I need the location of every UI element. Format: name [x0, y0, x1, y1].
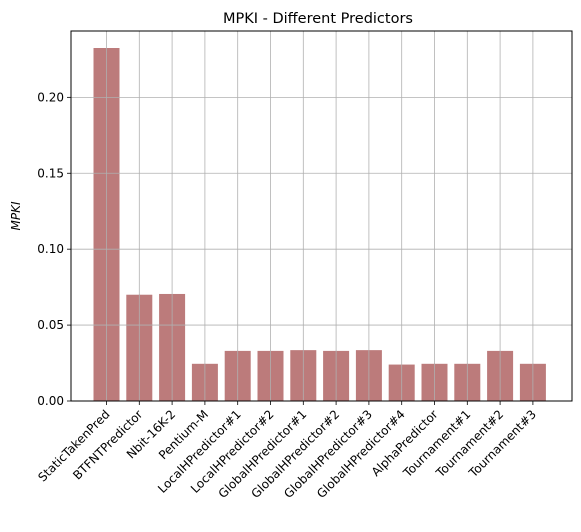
x-tick-labels: StaticTakenPredBTFNTPredictorNbit-16K-2P… — [35, 407, 539, 501]
chart-title: MPKI - Different Predictors — [223, 11, 413, 27]
y-tick-label: 0.00 — [37, 394, 64, 408]
y-tick-label: 0.05 — [37, 318, 64, 332]
plot-frame — [70, 30, 573, 402]
y-axis-label: MPKI — [9, 201, 23, 230]
y-tick-labels: 0.00 0.05 0.10 0.15 0.20 — [37, 90, 64, 408]
axis-ticks — [67, 96, 534, 405]
y-tick-label: 0.20 — [37, 90, 64, 104]
bars — [93, 48, 546, 401]
y-tick-label: 0.15 — [37, 166, 64, 180]
y-tick-label: 0.10 — [37, 242, 64, 256]
